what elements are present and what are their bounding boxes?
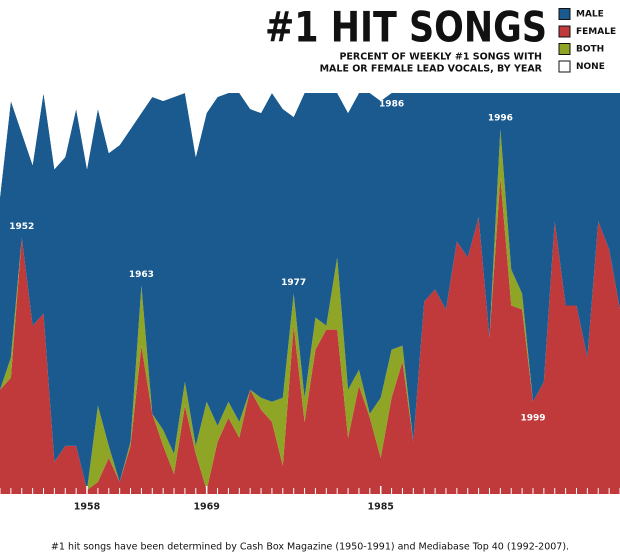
legend-swatch [558,8,571,20]
legend-label: FEMALE [576,27,616,37]
x-tick-label: 1969 [193,502,219,513]
legend-swatch [558,25,571,38]
annotation: 1996 [488,114,513,124]
x-tick-label: 1958 [74,502,101,513]
x-tick-label: 1985 [367,502,393,513]
chart-note: #1 hit songs have been determined by Cas… [51,542,569,553]
annotation: 1952 [9,222,34,232]
area [0,93,620,198]
legend-swatch [558,60,571,73]
annotation: 1963 [129,270,154,280]
chart-subtitle: MALE OR FEMALE LEAD VOCALS, BY YEAR [320,64,543,75]
area [0,177,620,494]
area [0,93,620,490]
annotation: 1977 [281,278,306,288]
chart-subtitle: PERCENT OF WEEKLY #1 SONGS WITH [339,52,542,63]
annotation: 1999 [520,413,545,423]
legend-label: NONE [576,62,605,72]
plot-area [0,93,620,494]
chart-title: #1 HIT SONGS [265,3,547,52]
legend-label: BOTH [576,45,604,55]
legend-label: MALE [576,10,604,20]
legend-swatch [558,43,571,55]
annotation: 1986 [379,100,404,110]
